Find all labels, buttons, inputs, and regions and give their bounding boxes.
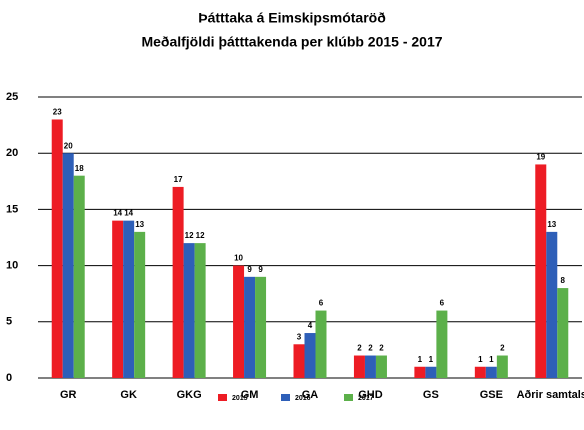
bar [112,220,124,378]
value-label: 2 [379,344,384,353]
bar [51,119,63,378]
legend-swatch [281,394,290,401]
bar [304,333,316,378]
value-label: 1 [418,355,423,364]
x-tick-label: Aðrir samtals [517,389,584,401]
bar [496,355,508,378]
value-label: 8 [561,276,566,285]
value-label: 23 [53,108,62,117]
bar [194,243,206,378]
value-label: 14 [124,209,133,218]
bar [293,344,305,378]
bar [425,366,437,378]
value-label: 13 [135,220,144,229]
legend-label: 2017 [358,395,374,402]
value-label: 2 [368,344,373,353]
bar [183,243,195,378]
y-tick-label: 15 [6,203,18,215]
y-tick-label: 25 [6,91,18,103]
value-label: 2 [357,344,362,353]
bar [436,310,448,378]
value-label: 19 [536,153,545,162]
value-label: 1 [489,355,494,364]
value-label: 10 [234,254,243,263]
y-tick-label: 0 [6,372,12,384]
value-label: 17 [174,175,183,184]
bar [485,366,497,378]
value-label: 6 [319,299,324,308]
legend-label: 2015 [232,395,248,402]
value-label: 18 [75,164,84,173]
bar [375,355,387,378]
value-label: 2 [500,344,505,353]
bar [172,186,184,378]
bar [557,288,569,378]
x-tick-label: GM [241,389,259,401]
x-tick-label: GK [120,389,137,401]
x-tick-label: GA [302,389,319,401]
chart-subtitle: Meðalfjöldi þátttakenda per klúbb 2015 -… [141,34,442,50]
value-label: 4 [308,321,313,330]
y-tick-label: 10 [6,260,18,272]
y-tick-label: 20 [6,147,18,159]
bar [546,231,558,378]
value-label: 3 [297,332,302,341]
x-tick-label: GKG [177,389,202,401]
bar [244,276,256,378]
legend-swatch [344,394,353,401]
value-label: 14 [113,209,122,218]
value-label: 6 [440,299,445,308]
bar [414,366,426,378]
bar [255,276,267,378]
bar [474,366,486,378]
value-label: 9 [247,265,252,274]
x-tick-label: GS [423,389,439,401]
value-label: 9 [258,265,263,274]
bar [123,220,135,378]
y-tick-label: 5 [6,316,12,328]
bar [73,175,85,378]
chart-title: Þátttaka á Eimskipsmótaröð [198,10,386,26]
value-label: 1 [478,355,483,364]
bar [535,164,547,378]
legend-swatch [218,394,227,401]
x-tick-label: GSE [480,389,503,401]
legend-label: 2016 [295,395,311,402]
value-label: 12 [185,231,194,240]
value-label: 12 [196,231,205,240]
bar [62,153,74,378]
x-tick-label: GHD [358,389,383,401]
bar [315,310,327,378]
bar [364,355,376,378]
bar [134,231,146,378]
value-label: 13 [547,220,556,229]
value-label: 20 [64,141,73,150]
value-label: 1 [429,355,434,364]
bar [233,265,245,378]
bar [353,355,365,378]
x-tick-label: GR [60,389,77,401]
